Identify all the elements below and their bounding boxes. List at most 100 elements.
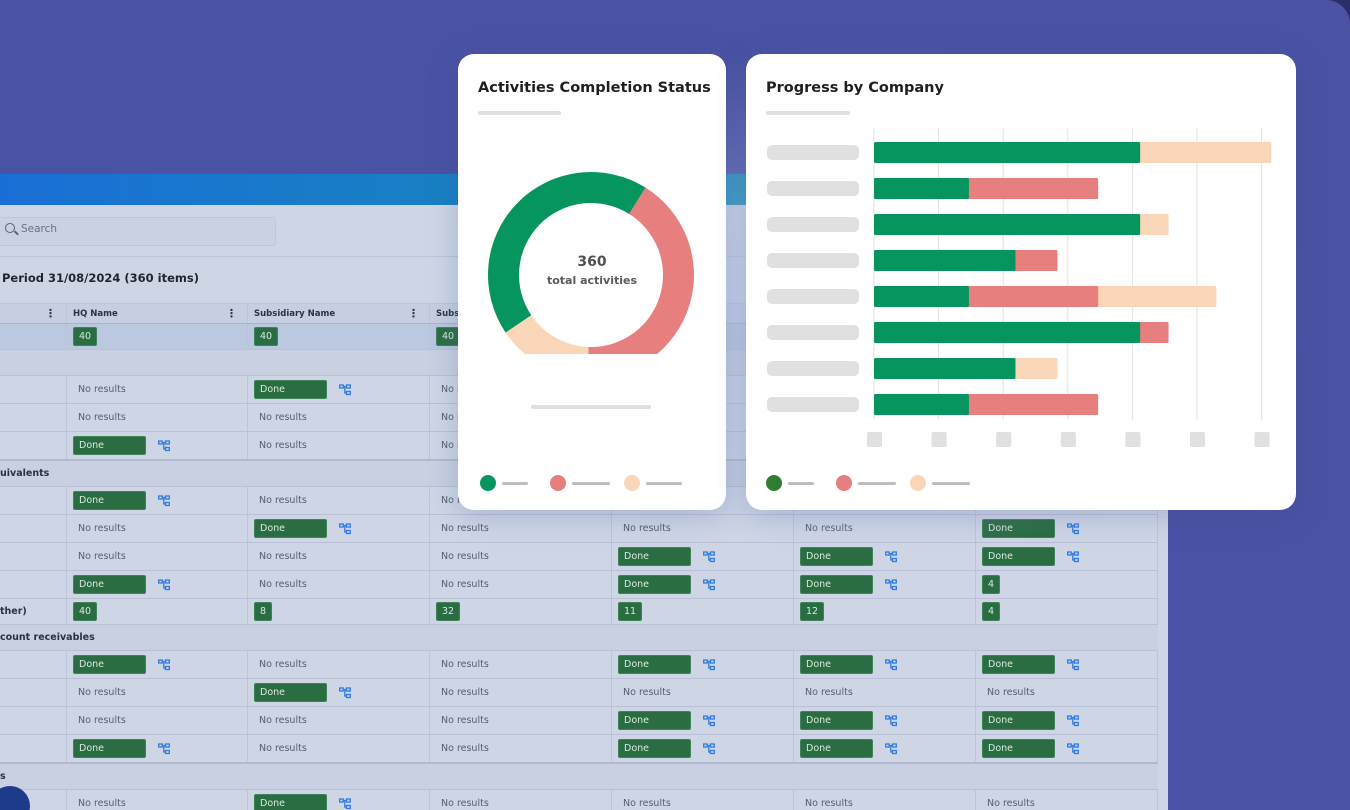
count-badge[interactable]: 40: [73, 602, 98, 621]
count-badge[interactable]: 40: [436, 327, 461, 346]
status-done-badge[interactable]: Done: [800, 739, 873, 758]
column-header-label: Subs: [436, 308, 460, 319]
count-badge[interactable]: 4: [982, 575, 1001, 594]
status-done-badge[interactable]: Done: [73, 436, 146, 455]
count-badge[interactable]: 11: [618, 602, 643, 621]
count-badge[interactable]: 32: [436, 602, 461, 621]
status-done-badge[interactable]: Done: [982, 547, 1055, 566]
hierarchy-icon[interactable]: [703, 714, 715, 727]
status-done-badge[interactable]: Done: [254, 683, 327, 702]
company-label-placeholder: [767, 217, 859, 232]
status-done-badge[interactable]: Done: [982, 739, 1055, 758]
table-cell: 32: [430, 599, 612, 624]
status-done-badge[interactable]: Done: [618, 655, 691, 674]
status-done-badge[interactable]: Done: [73, 655, 146, 674]
hierarchy-icon[interactable]: [339, 686, 351, 699]
hierarchy-icon[interactable]: [885, 578, 897, 591]
column-header[interactable]: ⋮: [0, 304, 67, 323]
no-results-text: No results: [623, 687, 671, 698]
table-cell: No results: [430, 543, 612, 570]
completed-segment[interactable]: [488, 172, 646, 333]
column-menu-icon[interactable]: ⋮: [226, 307, 237, 320]
no-results-text: No results: [259, 495, 307, 506]
bar-segment: [874, 322, 1141, 343]
hierarchy-icon[interactable]: [339, 522, 351, 535]
hierarchy-icon[interactable]: [1067, 714, 1079, 727]
status-done-badge[interactable]: Done: [800, 655, 873, 674]
status-done-badge[interactable]: Done: [800, 547, 873, 566]
hierarchy-icon[interactable]: [1067, 742, 1079, 755]
count-badge[interactable]: 12: [800, 602, 825, 621]
status-done-badge[interactable]: Done: [618, 711, 691, 730]
hierarchy-icon[interactable]: [703, 550, 715, 563]
status-done-badge[interactable]: Done: [254, 380, 327, 399]
status-done-badge[interactable]: Done: [982, 655, 1055, 674]
group-label: s: [0, 771, 6, 782]
hierarchy-icon[interactable]: [1067, 658, 1079, 671]
count-badge[interactable]: 8: [254, 602, 273, 621]
hierarchy-icon[interactable]: [158, 494, 170, 507]
column-header[interactable]: Subsidiary Name ⋮: [248, 304, 430, 323]
completion-status-card: Activities Completion Status 360 total a…: [458, 54, 726, 510]
table-cell: No results: [430, 679, 612, 706]
status-done-badge[interactable]: Done: [254, 519, 327, 538]
no-results-text: No results: [441, 715, 489, 726]
status-done-badge[interactable]: Done: [73, 575, 146, 594]
card-title: Progress by Company: [766, 80, 944, 96]
status-done-badge[interactable]: Done: [73, 739, 146, 758]
status-done-badge[interactable]: Done: [618, 575, 691, 594]
search-box[interactable]: [0, 217, 276, 246]
hierarchy-icon[interactable]: [339, 383, 351, 396]
hierarchy-icon[interactable]: [158, 658, 170, 671]
table-cell: No results: [612, 679, 794, 706]
status-done-badge[interactable]: Done: [982, 519, 1055, 538]
group-row: s: [0, 764, 1158, 790]
column-menu-icon[interactable]: ⋮: [45, 307, 56, 320]
search-input[interactable]: [19, 222, 263, 236]
hierarchy-icon[interactable]: [158, 742, 170, 755]
row-label: ther): [0, 606, 27, 617]
legend: [766, 475, 970, 491]
table-cell: Done: [976, 735, 1158, 762]
row-label-cell: [0, 324, 67, 349]
donut-center: 360 total activities: [458, 254, 726, 287]
hierarchy-icon[interactable]: [1067, 522, 1079, 535]
status-done-badge[interactable]: Done: [254, 794, 327, 810]
no-results-text: No results: [623, 523, 671, 534]
column-menu-icon[interactable]: ⋮: [408, 307, 419, 320]
count-badge[interactable]: 40: [73, 327, 98, 346]
bar-segment: [874, 394, 969, 415]
company-label-placeholder: [767, 181, 859, 196]
x-tick-label-placeholder: [867, 432, 882, 447]
table-cell: No results: [976, 679, 1158, 706]
status-done-badge[interactable]: Done: [982, 711, 1055, 730]
legend-dot: [836, 475, 852, 491]
table-row: No results No results No results Done Done Do…: [0, 707, 1158, 735]
status-done-badge[interactable]: Done: [618, 547, 691, 566]
hierarchy-icon[interactable]: [703, 658, 715, 671]
hierarchy-icon[interactable]: [885, 550, 897, 563]
hierarchy-icon[interactable]: [158, 578, 170, 591]
status-done-badge[interactable]: Done: [800, 711, 873, 730]
hierarchy-icon[interactable]: [158, 439, 170, 452]
hierarchy-icon[interactable]: [339, 797, 351, 810]
count-badge[interactable]: 4: [982, 602, 1001, 621]
status-done-badge[interactable]: Done: [800, 575, 873, 594]
no-results-text: No results: [987, 687, 1035, 698]
table-cell: Done: [976, 651, 1158, 678]
column-header[interactable]: HQ Name ⋮: [67, 304, 248, 323]
hierarchy-icon[interactable]: [885, 714, 897, 727]
hierarchy-icon[interactable]: [703, 742, 715, 755]
hierarchy-icon[interactable]: [1067, 550, 1079, 563]
status-done-badge[interactable]: Done: [618, 739, 691, 758]
table-cell: No results: [67, 376, 248, 403]
hierarchy-icon[interactable]: [703, 578, 715, 591]
hierarchy-icon[interactable]: [885, 658, 897, 671]
status-done-badge[interactable]: Done: [73, 491, 146, 510]
pending-segment[interactable]: [505, 315, 589, 354]
row-label-cell: [0, 404, 67, 431]
count-badge[interactable]: 40: [254, 327, 279, 346]
group-label-cell: s: [0, 764, 67, 789]
hierarchy-icon[interactable]: [885, 742, 897, 755]
overdue-segment[interactable]: [587, 187, 694, 354]
